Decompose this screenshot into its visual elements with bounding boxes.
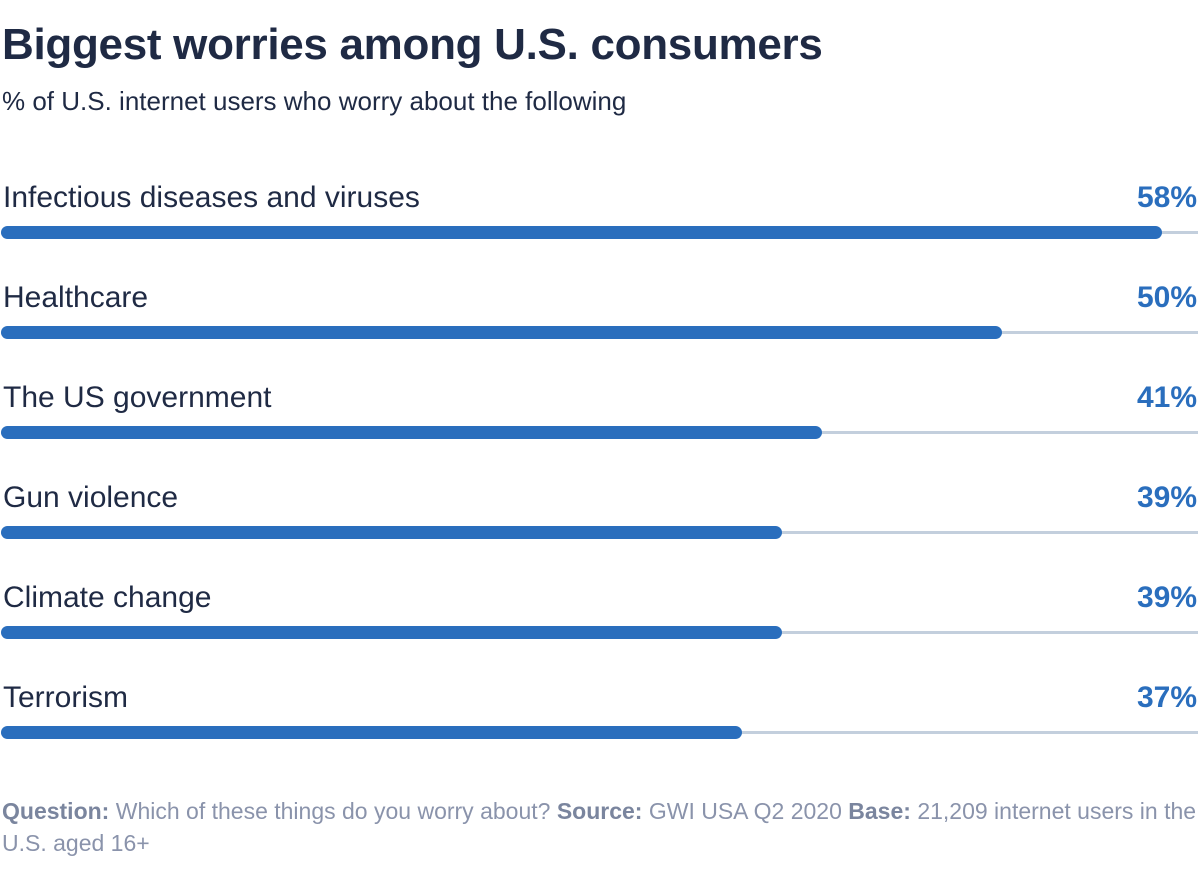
- category-label: The US government: [3, 381, 272, 414]
- chart-subtitle: % of U.S. internet users who worry about…: [2, 86, 627, 116]
- bar-row: Terrorism 37%: [0, 680, 1201, 760]
- category-label: Climate change: [3, 581, 212, 614]
- chart-footer: Question: Which of these things do you w…: [2, 795, 1197, 859]
- category-label: Terrorism: [3, 681, 128, 714]
- bar: [1, 326, 1002, 339]
- bar: [1, 626, 782, 639]
- question-label: Question:: [2, 798, 110, 824]
- category-label: Healthcare: [3, 281, 149, 314]
- value-label: 58%: [1136, 181, 1197, 214]
- bar-row: Healthcare 50%: [0, 280, 1201, 360]
- bar: [1, 526, 782, 539]
- base-text: 21,209 internet users in the U.S. aged 1…: [2, 798, 1197, 856]
- base-label: Base:: [848, 798, 911, 824]
- value-label: 39%: [1136, 581, 1197, 614]
- question-text: Which of these things do you worry about…: [115, 798, 551, 824]
- value-label: 39%: [1136, 481, 1197, 514]
- category-label: Infectious diseases and viruses: [3, 181, 420, 214]
- chart-title: Biggest worries among U.S. consumers: [2, 20, 823, 69]
- source-label: Source:: [556, 798, 643, 824]
- value-label: 37%: [1136, 681, 1197, 714]
- bar-row: Climate change 39%: [0, 580, 1201, 660]
- bar: [1, 426, 822, 439]
- bar: [1, 226, 1162, 239]
- source-text: GWI USA Q2 2020: [648, 798, 842, 824]
- bar-row: The US government 41%: [0, 380, 1201, 460]
- bar-row: Gun violence 39%: [0, 480, 1201, 560]
- bar-row: Infectious diseases and viruses 58%: [0, 180, 1201, 260]
- value-label: 50%: [1136, 281, 1197, 314]
- category-label: Gun violence: [3, 481, 179, 514]
- value-label: 41%: [1136, 381, 1197, 414]
- bar: [1, 726, 742, 739]
